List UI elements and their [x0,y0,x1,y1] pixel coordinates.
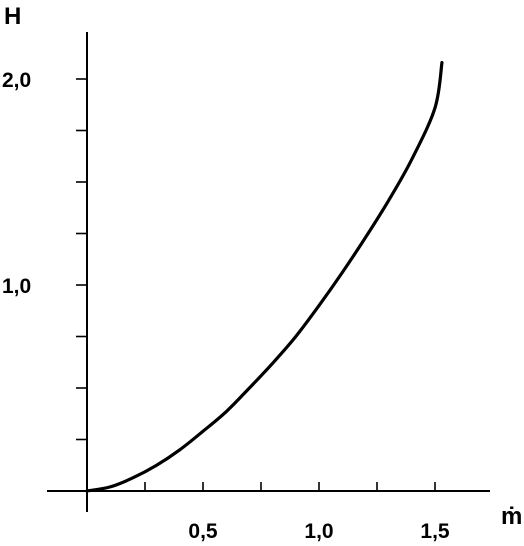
y-tick-label: 1,0 [2,275,31,298]
x-tick-label: 0,5 [188,520,218,543]
y-axis-label: H [4,3,21,30]
ticks [76,78,436,491]
x-tick-label: 1,5 [420,520,450,543]
x-axis-label: ṁ [501,503,522,530]
y-tick-label: 2,0 [2,69,31,92]
x-tick-label: 1,0 [304,520,333,543]
series-line [85,60,444,493]
tick-labels: 0,5 1,0 1,5 1,0 2,0 [2,69,450,543]
